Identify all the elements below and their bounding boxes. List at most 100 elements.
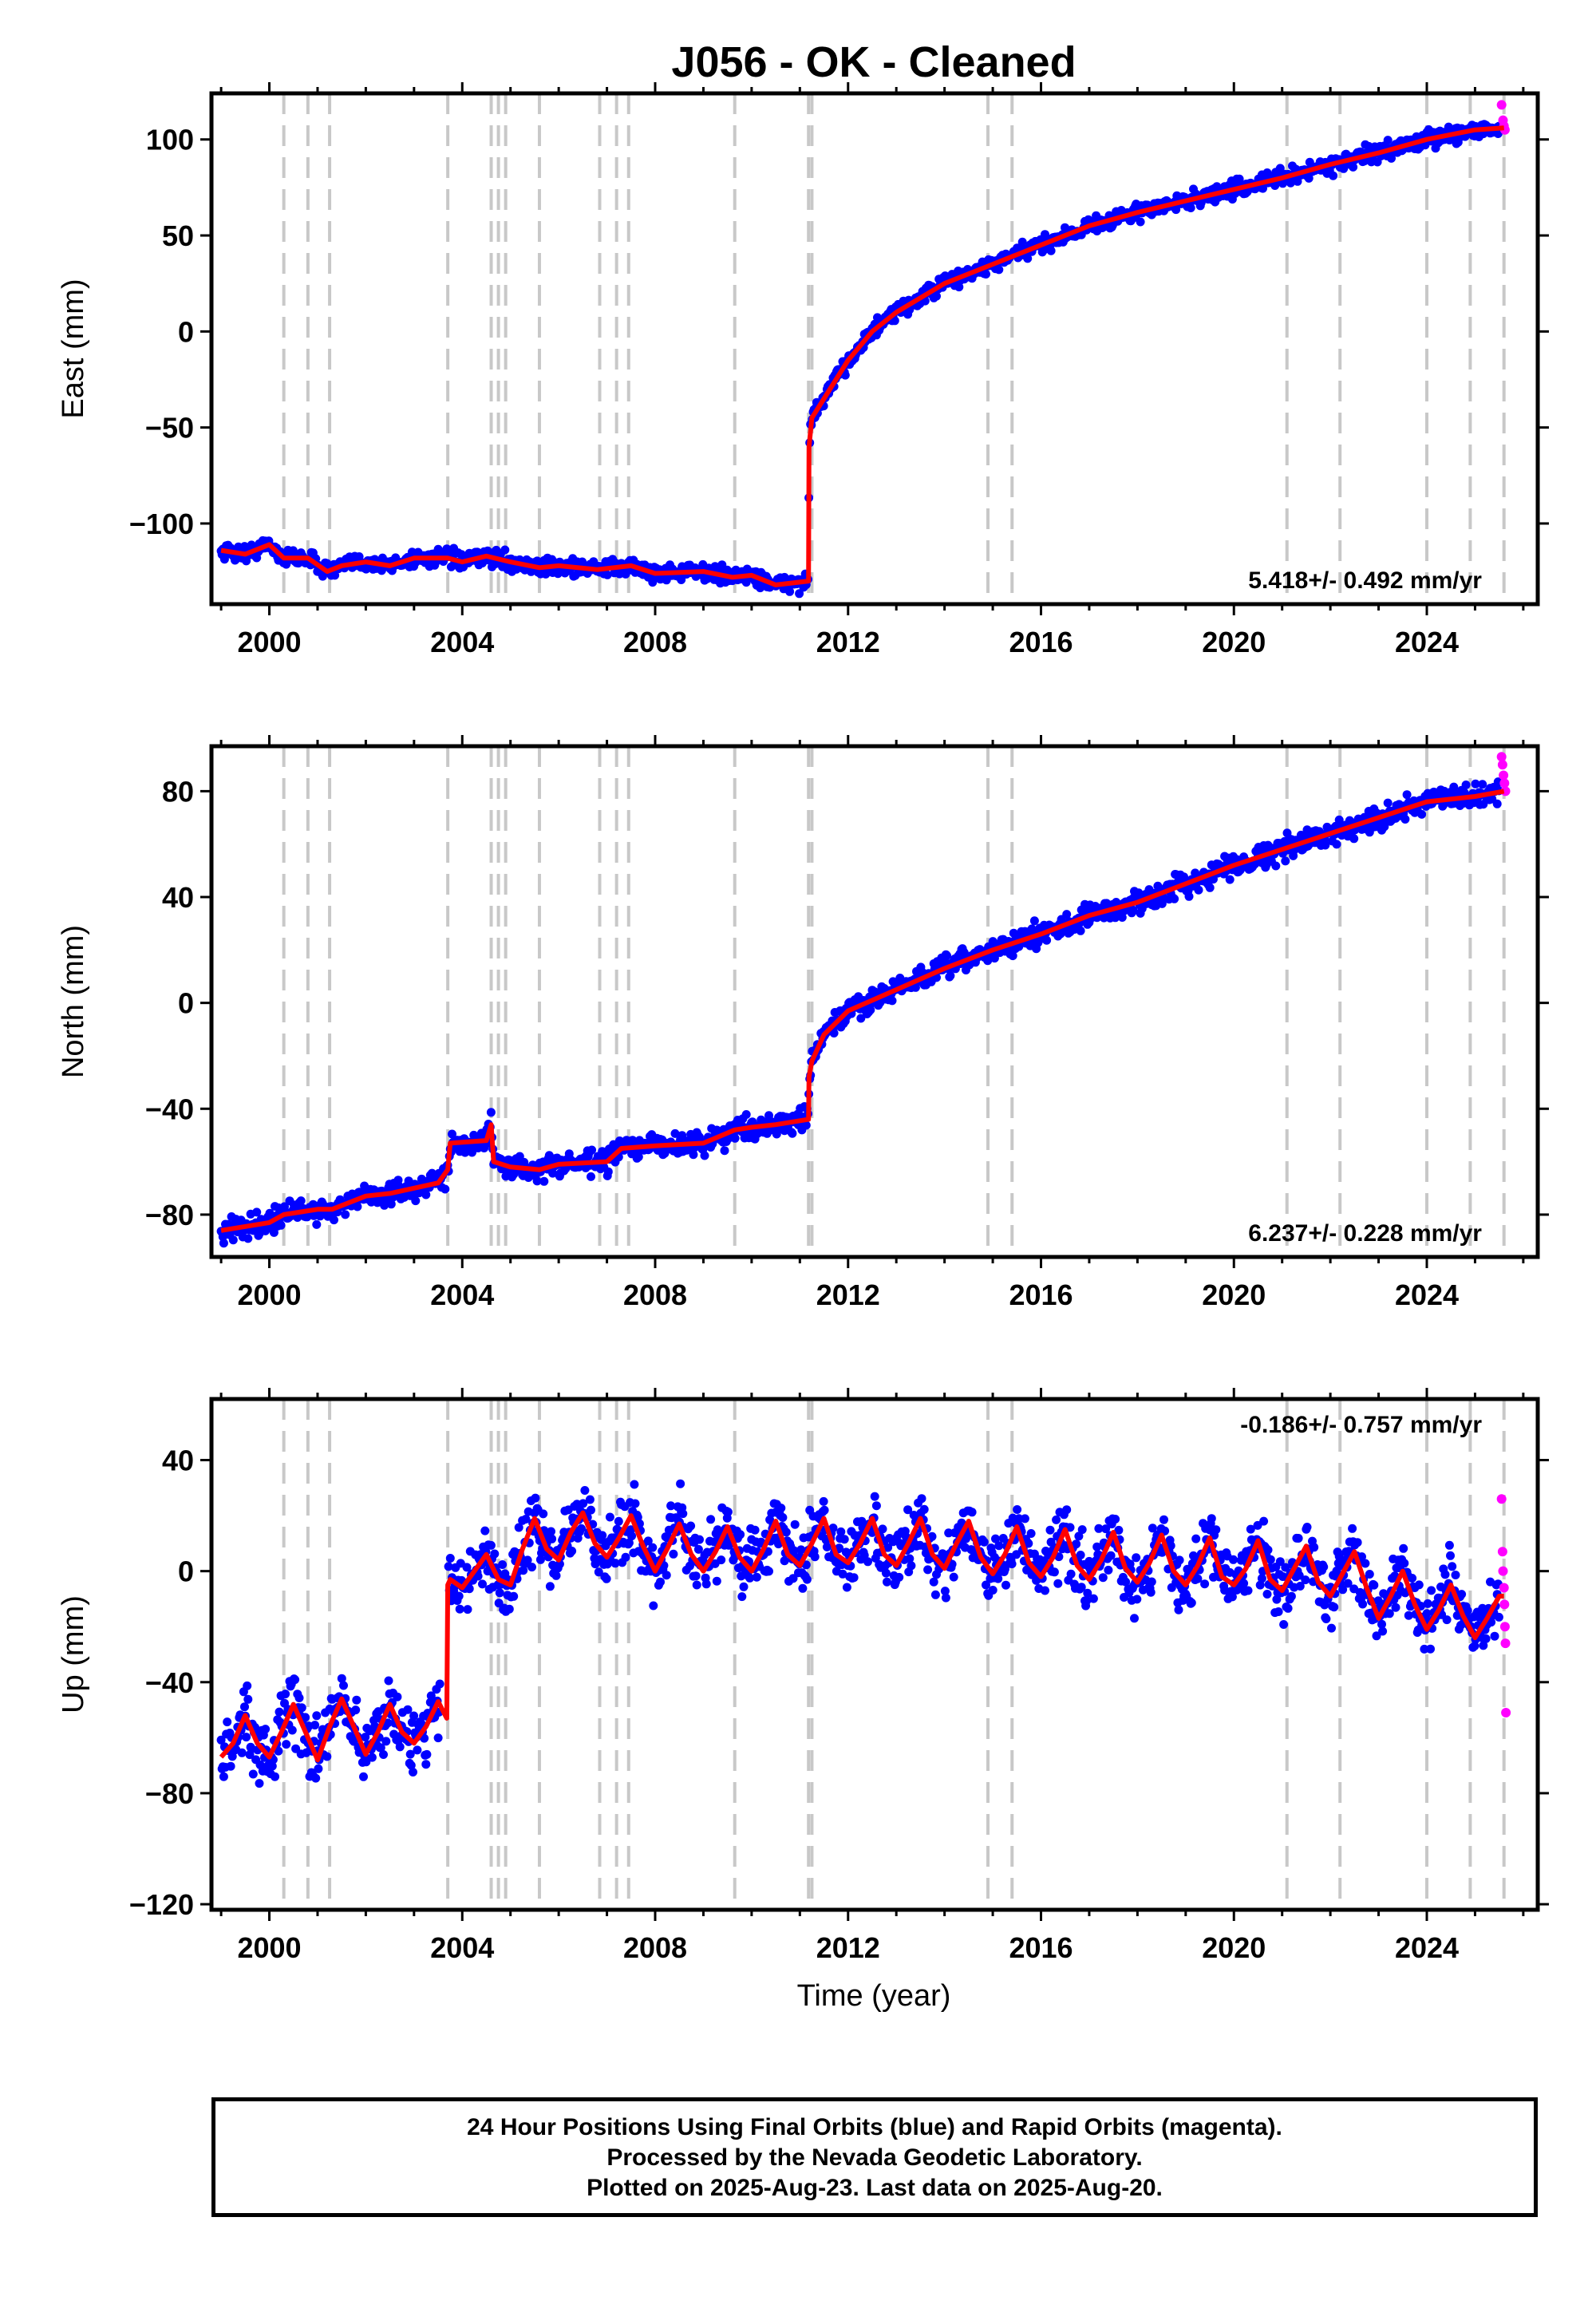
east-x-tick-label-6: 2024 [1395, 626, 1459, 658]
up-data-point [261, 1725, 271, 1734]
north-x-tick-label-1: 2004 [430, 1279, 494, 1311]
east-model-line [220, 125, 1504, 587]
up-data-point [1098, 1573, 1108, 1583]
north-data-point [1492, 799, 1502, 808]
up-data-point [1369, 1580, 1379, 1590]
up-data-point [243, 1694, 253, 1704]
up-data-point [798, 1583, 808, 1593]
north-data-point [1461, 781, 1471, 789]
east-data-point [785, 587, 795, 596]
north-data-point [1449, 782, 1459, 792]
up-data-point [216, 1735, 226, 1745]
up-data-point [1229, 1555, 1238, 1564]
up-data-point [630, 1480, 639, 1489]
up-x-tick-label-5: 2020 [1202, 1931, 1266, 1964]
up-data-point [701, 1579, 711, 1589]
up-data-point [547, 1534, 557, 1543]
up-x-tick-label-1: 2004 [430, 1931, 494, 1964]
north-x-tick-label-6: 2024 [1395, 1279, 1459, 1311]
up-data-point [514, 1523, 523, 1532]
east-data-point [982, 270, 990, 279]
up-data-point [1446, 1551, 1455, 1560]
up-data-point [1130, 1614, 1139, 1623]
east-x-tick-label-5: 2020 [1202, 626, 1266, 658]
up-data-point [547, 1527, 555, 1536]
up-data-point [521, 1515, 531, 1524]
north-data-point [269, 1227, 279, 1237]
north-data-point [421, 1190, 431, 1199]
up-data-point [1444, 1540, 1454, 1550]
up-data-point [498, 1560, 508, 1569]
up-data-point [379, 1750, 388, 1759]
north-data-point [353, 1202, 362, 1211]
up-data-point [881, 1568, 891, 1578]
up-data-point [242, 1733, 251, 1742]
up-data-point [1319, 1562, 1329, 1571]
up-data-point [310, 1721, 320, 1730]
north-data-point [228, 1235, 238, 1245]
up-data-point [1365, 1570, 1374, 1579]
up-rate-label: -0.186+/- 0.757 mm/yr [1240, 1412, 1482, 1438]
north-data-point [700, 1151, 709, 1160]
up-data-point [480, 1526, 490, 1535]
up-data-point [780, 1556, 789, 1566]
north-data-point [1417, 809, 1427, 819]
north-data-point [946, 971, 955, 981]
up-data-point [994, 1541, 1004, 1551]
up-data-point [376, 1743, 385, 1753]
up-data-point [237, 1748, 247, 1757]
up-data-point [1494, 1612, 1503, 1622]
up-data-point [337, 1674, 346, 1683]
north-y-tick-label-0: −80 [145, 1199, 194, 1231]
up-data-point [802, 1575, 812, 1584]
up-data-point [314, 1764, 323, 1773]
north-data-point [532, 1176, 542, 1186]
east-data-point [932, 291, 941, 301]
up-data-point [614, 1516, 623, 1526]
east-y-tick-label-2: 0 [178, 315, 194, 348]
up-data-point [839, 1535, 849, 1544]
up-data-point [219, 1772, 228, 1781]
north-data-point [330, 1215, 338, 1225]
north-data-point [720, 1146, 729, 1156]
up-data-point [870, 1492, 879, 1501]
up-data-point [297, 1703, 306, 1713]
up-data-point [381, 1737, 391, 1746]
north-data-point [1478, 780, 1487, 789]
east-data-point [1387, 153, 1396, 163]
up-data-point [1448, 1562, 1457, 1571]
north-data-point [801, 1120, 811, 1130]
north-x-tick-label-0: 2000 [237, 1279, 301, 1311]
up-data-point [739, 1582, 749, 1591]
up-data-point [1104, 1565, 1113, 1575]
up-data-point [712, 1576, 721, 1586]
up-data-point [1062, 1505, 1072, 1515]
up-data-point [1049, 1567, 1059, 1577]
north-x-tick-label-2: 2008 [623, 1279, 687, 1311]
up-data-point [352, 1695, 361, 1705]
north-data-point [741, 1110, 751, 1119]
up-data-point [1211, 1525, 1221, 1535]
north-data-point [1383, 798, 1393, 808]
up-data-point [819, 1496, 828, 1506]
north-data-point [1179, 872, 1188, 882]
up-data-point [409, 1711, 419, 1721]
up-data-point [361, 1733, 370, 1742]
up-data-point [551, 1571, 561, 1580]
up-data-point [1329, 1603, 1339, 1612]
up-data-point [1391, 1603, 1400, 1612]
up-data-point [433, 1733, 443, 1743]
up-data-point [271, 1772, 279, 1781]
up-data-point [267, 1761, 277, 1771]
north-y-tick-label-4: 80 [162, 775, 194, 808]
east-data-point [602, 570, 612, 579]
up-data-point [1193, 1574, 1203, 1583]
north-rate-label: 6.237+/- 0.228 mm/yr [1248, 1220, 1482, 1247]
up-data-point [1327, 1623, 1336, 1633]
up-data-point [849, 1573, 859, 1583]
north-data-point [829, 1029, 839, 1037]
up-rapid-point-0 [1496, 1494, 1507, 1504]
north-rapid-point-3 [1499, 778, 1510, 788]
up-data-point [509, 1591, 519, 1601]
up-data-point [454, 1591, 464, 1601]
